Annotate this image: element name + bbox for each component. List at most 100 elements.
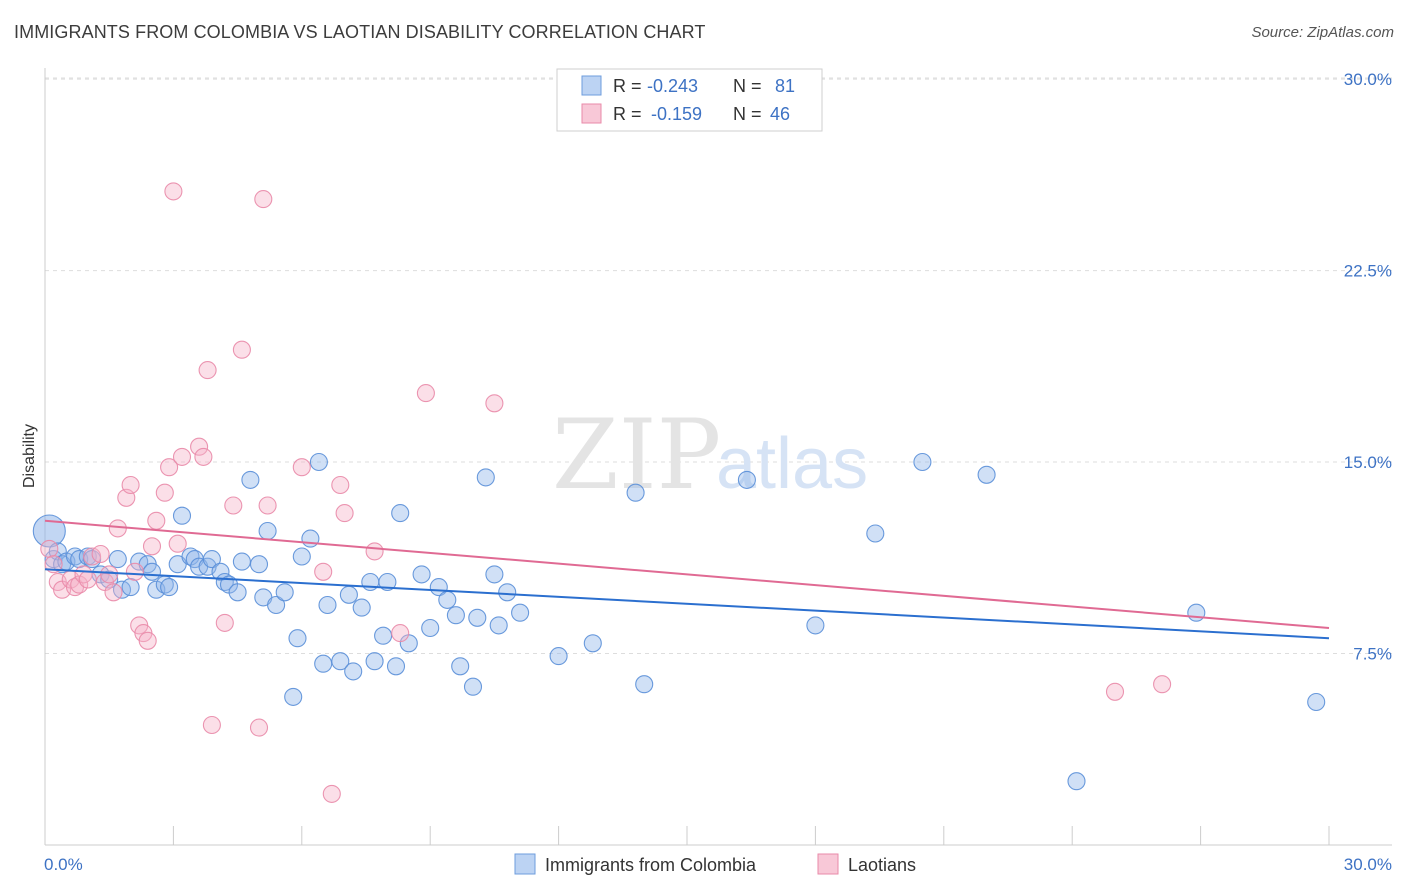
legend-r-value-laotians: -0.159 — [651, 104, 702, 124]
point-colombia-27 — [211, 562, 230, 581]
point-colombia-35 — [258, 521, 277, 541]
point-colombia-21 — [172, 506, 192, 525]
point-colombia-67 — [498, 583, 517, 602]
point-colombia-68 — [511, 603, 530, 622]
x-tick-label-1: 30.0% — [1344, 855, 1392, 874]
point-laotians-44 — [391, 624, 410, 643]
point-laotians-25 — [164, 182, 183, 201]
point-laotians-13 — [104, 583, 123, 602]
point-colombia-45 — [331, 652, 350, 671]
point-colombia-59 — [438, 590, 457, 609]
legend-swatch-laotians — [581, 103, 602, 124]
legend-n-value-colombia: 81 — [775, 76, 795, 96]
point-colombia-74 — [806, 616, 825, 635]
series-laotians-points — [40, 182, 1172, 803]
point-colombia-42 — [309, 452, 328, 472]
legend-n-label-laotians: N = — [733, 104, 762, 124]
point-laotians-41 — [331, 475, 350, 495]
point-laotians-38 — [292, 458, 311, 477]
point-laotians-8 — [78, 570, 97, 589]
point-colombia-78 — [1067, 772, 1086, 791]
point-colombia-69 — [549, 647, 568, 666]
axes — [44, 68, 1392, 846]
point-laotians-33 — [224, 496, 243, 515]
point-laotians-36 — [254, 190, 273, 209]
point-laotians-22 — [147, 511, 166, 530]
point-colombia-39 — [288, 629, 307, 648]
point-laotians-48 — [1153, 675, 1172, 694]
watermark: ZIP atlas — [552, 399, 868, 511]
point-laotians-6 — [70, 575, 89, 594]
point-colombia-0 — [32, 514, 66, 548]
point-colombia-46 — [339, 585, 358, 604]
point-colombia-13 — [121, 578, 140, 597]
point-laotians-10 — [91, 544, 110, 564]
point-laotians-14 — [108, 519, 127, 538]
point-laotians-30 — [198, 361, 217, 380]
point-laotians-28 — [190, 437, 209, 456]
point-laotians-39 — [314, 562, 333, 581]
point-colombia-61 — [451, 657, 470, 676]
point-colombia-66 — [489, 616, 508, 635]
y-tick-label-0: 7.5% — [1353, 645, 1392, 664]
point-colombia-31 — [232, 552, 251, 571]
point-laotians-26 — [168, 534, 187, 553]
legend-n-value-laotians: 46 — [770, 104, 790, 124]
point-colombia-30 — [228, 583, 247, 602]
point-colombia-54 — [391, 504, 410, 523]
legend-box: R = -0.243 N = 81 R = -0.159 N = 46 — [556, 68, 823, 132]
trend-line-laotians — [44, 519, 1330, 629]
point-colombia-47 — [344, 662, 363, 681]
bottom-legend-label-laotians: Laotians — [848, 855, 916, 875]
point-colombia-51 — [374, 626, 393, 645]
point-laotians-27 — [172, 447, 192, 466]
point-colombia-48 — [352, 598, 371, 617]
watermark-atlas: atlas — [716, 424, 868, 504]
tick-labels: 7.5% 15.0% 22.5% 30.0% 0.0% 30.0% — [44, 70, 1392, 874]
point-colombia-32 — [241, 470, 260, 489]
point-colombia-79 — [1187, 603, 1206, 622]
point-laotians-47 — [1105, 682, 1125, 701]
point-colombia-38 — [284, 687, 303, 706]
point-colombia-73 — [737, 470, 756, 489]
point-laotians-17 — [125, 562, 144, 581]
bottom-legend-label-colombia: Immigrants from Colombia — [545, 855, 757, 875]
point-colombia-52 — [378, 572, 397, 592]
x-tick-label-0: 0.0% — [44, 855, 83, 874]
point-laotians-12 — [100, 565, 119, 584]
point-colombia-65 — [485, 565, 504, 584]
point-colombia-70 — [583, 634, 602, 653]
point-laotians-34 — [232, 340, 251, 359]
point-colombia-75 — [866, 524, 885, 543]
point-colombia-26 — [202, 550, 221, 569]
trend-line-colombia — [44, 568, 1330, 640]
point-laotians-16 — [121, 475, 140, 495]
point-laotians-31 — [202, 715, 221, 735]
legend-r-label-laotians: R = — [613, 104, 642, 124]
point-laotians-20 — [138, 631, 157, 650]
legend-r-value-colombia: -0.243 — [647, 76, 698, 96]
y-tick-label-3: 30.0% — [1344, 70, 1392, 89]
bottom-legend-swatch-laotians — [817, 853, 839, 875]
point-laotians-42 — [335, 504, 354, 523]
watermark-zip: ZIP — [552, 399, 721, 511]
point-colombia-19 — [160, 578, 179, 597]
point-laotians-40 — [322, 784, 341, 803]
legend-r-label-colombia: R = — [613, 76, 642, 96]
point-colombia-36 — [267, 595, 286, 615]
point-colombia-63 — [468, 608, 487, 627]
bottom-legend-swatch-colombia — [514, 853, 536, 875]
point-colombia-37 — [275, 583, 294, 602]
point-colombia-40 — [292, 547, 311, 566]
point-colombia-50 — [365, 652, 384, 671]
point-colombia-80 — [1307, 692, 1326, 712]
point-colombia-60 — [446, 606, 465, 625]
point-colombia-41 — [301, 529, 320, 548]
bottom-legend: Immigrants from Colombia Laotians — [514, 853, 916, 875]
point-colombia-53 — [386, 657, 406, 676]
point-laotians-1 — [44, 555, 63, 574]
legend-n-label-colombia: N = — [733, 76, 762, 96]
point-laotians-23 — [155, 483, 174, 502]
point-laotians-37 — [258, 496, 277, 515]
